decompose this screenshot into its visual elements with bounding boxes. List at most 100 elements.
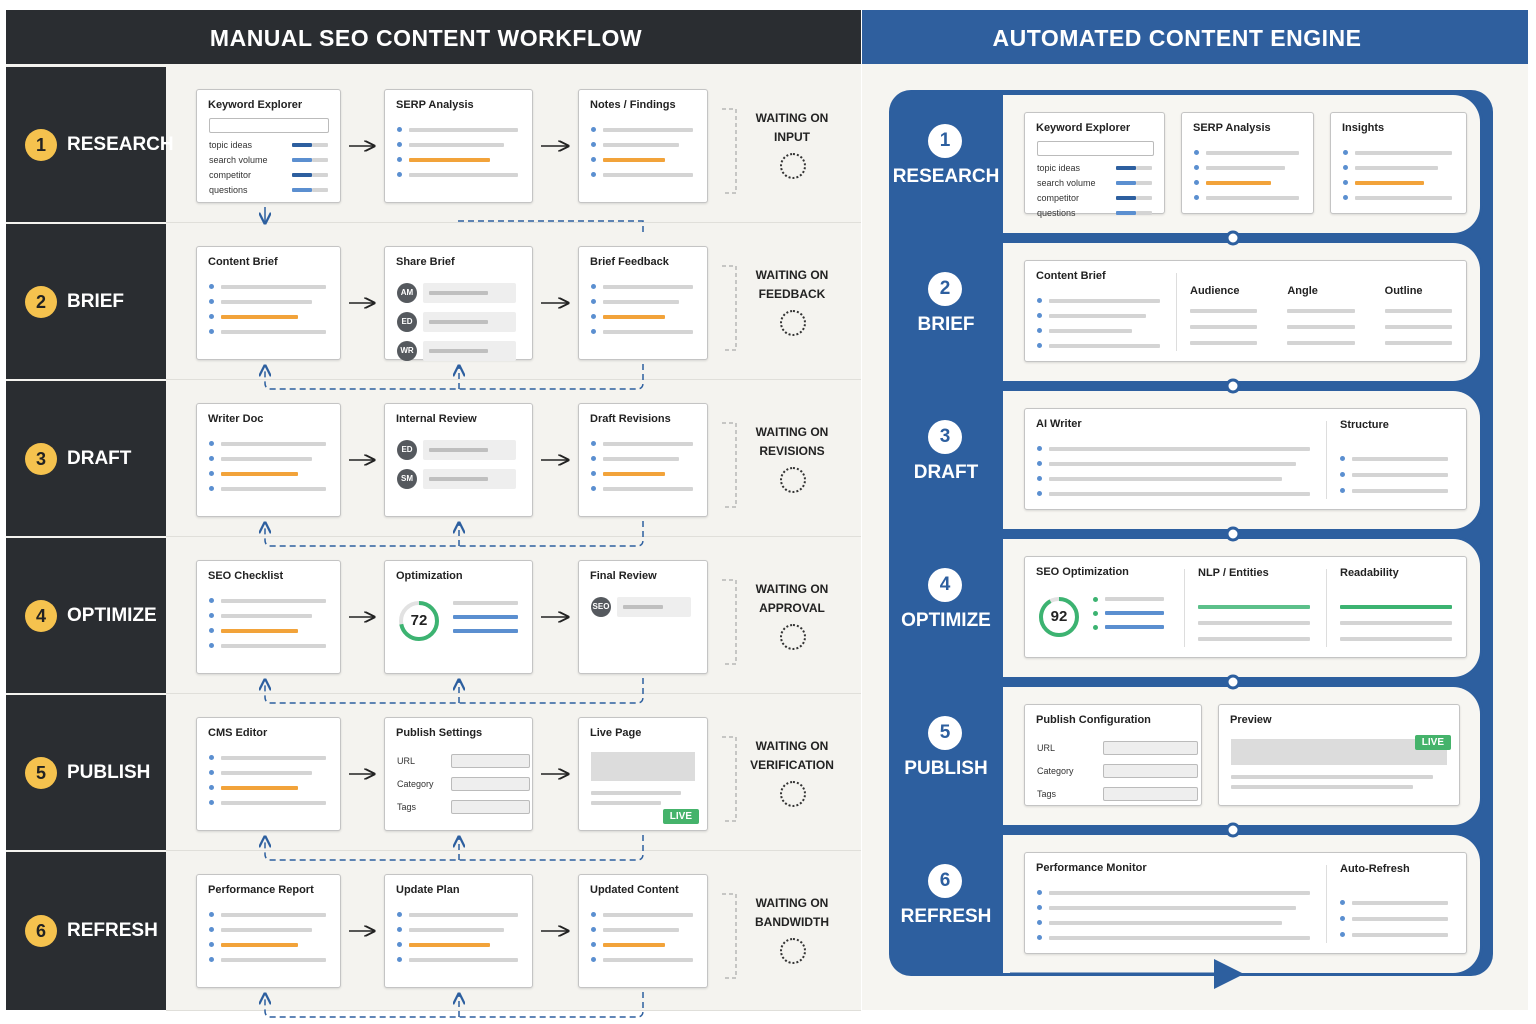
waiting-spinner — [780, 310, 806, 336]
placeholder-line — [1049, 891, 1310, 895]
field-input — [1103, 764, 1198, 778]
card: Share Brief AM ED WR — [384, 246, 533, 361]
placeholder-line — [1116, 211, 1136, 215]
card-title: Insights — [1342, 122, 1385, 134]
card: Writer Doc — [196, 403, 341, 517]
placeholder-line — [1352, 457, 1448, 461]
card-title: Live Page — [590, 727, 642, 739]
card-title: Publish Settings — [396, 727, 483, 739]
bullet — [209, 628, 214, 633]
placeholder-line — [312, 173, 328, 177]
waiting-text: WAITING ON — [755, 111, 829, 125]
card-title: SERP Analysis — [1193, 122, 1271, 134]
placeholder-line — [1136, 181, 1152, 185]
card-title: SEO Checklist — [208, 570, 284, 582]
bullet — [209, 284, 214, 289]
placeholder-line — [409, 143, 504, 147]
bullet — [209, 957, 214, 962]
placeholder-line — [603, 128, 693, 132]
bullet — [591, 957, 596, 962]
card: Keyword Explorer topic ideas search volume… — [196, 89, 341, 203]
card: Publish Settings URL Category Tags — [384, 717, 533, 831]
card-title: Content Brief — [208, 256, 278, 268]
placeholder-line — [1352, 901, 1448, 905]
live-badge: LIVE — [662, 809, 699, 824]
bullet — [397, 172, 402, 177]
left-title: MANUAL SEO CONTENT WORKFLOW — [209, 25, 643, 51]
placeholder-line — [1136, 166, 1152, 170]
placeholder-line — [292, 188, 312, 192]
placeholder-line — [1049, 906, 1296, 910]
bullet — [1037, 491, 1042, 496]
column-title: NLP / Entities — [1198, 567, 1269, 579]
right-title: AUTOMATED CONTENT ENGINE — [992, 25, 1362, 51]
card-title: Keyword Explorer — [1036, 122, 1131, 134]
bullet — [591, 441, 596, 446]
card: Live Page LIVE — [578, 717, 708, 831]
placeholder-line — [409, 958, 518, 962]
bullet — [209, 800, 214, 805]
bullet — [1037, 446, 1042, 451]
placeholder-line — [603, 173, 693, 177]
step-label: DRAFT — [913, 462, 979, 483]
card: Content Brief — [196, 246, 341, 360]
field-input — [451, 777, 530, 791]
placeholder-line — [1355, 181, 1424, 185]
score-ring — [399, 601, 439, 641]
bullet — [397, 142, 402, 147]
placeholder-line — [1384, 325, 1452, 329]
card-title: CMS Editor — [208, 727, 268, 739]
bullet — [397, 157, 402, 162]
placeholder-line — [1352, 473, 1448, 477]
field-input — [451, 754, 530, 768]
step-number: 3 — [928, 420, 962, 454]
placeholder-line — [221, 756, 326, 760]
field-input — [1103, 741, 1198, 755]
card: Updated Content — [578, 874, 708, 988]
row-separator — [166, 536, 861, 537]
divider — [1326, 865, 1327, 943]
bullet — [397, 957, 402, 962]
placeholder-line — [221, 771, 312, 775]
placeholder-line — [409, 173, 518, 177]
placeholder-line — [1190, 325, 1258, 329]
placeholder-line — [409, 158, 490, 162]
card: Brief Feedback — [578, 246, 708, 360]
placeholder-line — [591, 791, 681, 795]
score-value: 92 — [1050, 608, 1068, 625]
placeholder-line — [1231, 775, 1433, 779]
bullet — [397, 127, 402, 132]
placeholder-line — [1105, 597, 1164, 601]
placeholder-line — [1049, 477, 1282, 481]
waiting-text: VERIFICATION — [750, 758, 834, 772]
bullet — [1037, 298, 1042, 303]
item-label: questions — [1037, 208, 1076, 218]
avatar: ED — [397, 312, 417, 332]
field-label: URL — [1037, 743, 1056, 753]
field-input — [451, 800, 530, 814]
search-box — [1037, 141, 1154, 156]
step-label: REFRESH — [900, 906, 992, 927]
placeholder-line — [221, 330, 326, 334]
step-label: REFRESH — [67, 920, 158, 941]
score-arc — [399, 601, 439, 641]
placeholder-line — [221, 801, 326, 805]
field-label: Category — [397, 779, 434, 789]
waiting-text: WAITING ON — [755, 896, 829, 910]
bullet — [591, 486, 596, 491]
card-title: Performance Monitor — [1036, 862, 1147, 874]
placeholder-line — [429, 448, 488, 452]
bullet — [1340, 456, 1345, 461]
bullet — [209, 643, 214, 648]
placeholder-line — [221, 913, 326, 917]
placeholder-line — [603, 442, 693, 446]
waiting-text: BANDWIDTH — [755, 915, 829, 929]
bullet — [591, 299, 596, 304]
step-number: 2 — [25, 285, 57, 318]
step-label: BRIEF — [67, 290, 124, 312]
bullet — [1194, 150, 1199, 155]
placeholder-line — [221, 786, 298, 790]
bullet — [591, 127, 596, 132]
card-title: AI Writer — [1036, 418, 1082, 430]
placeholder-line — [1136, 196, 1152, 200]
